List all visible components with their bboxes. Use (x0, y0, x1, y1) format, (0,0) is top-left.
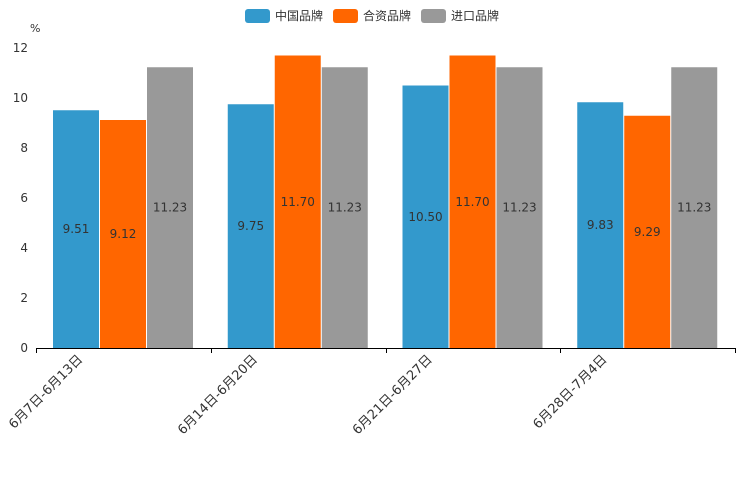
y-tick-label: 10 (13, 91, 28, 105)
bar-value-label: 9.12 (110, 227, 137, 241)
bar-value-label: 11.23 (153, 201, 187, 215)
bar-value-label: 11.70 (281, 195, 315, 209)
legend-item-china[interactable]: 中国品牌 (244, 7, 323, 24)
legend-item-import[interactable]: 进口品牌 (421, 7, 499, 24)
legend-swatch-joint (332, 8, 358, 23)
y-tick-label: 12 (13, 41, 28, 55)
bar (100, 120, 146, 348)
y-tick-label: 2 (20, 291, 28, 305)
x-tick-label: 6月14日-6月20日 (175, 352, 261, 438)
bar (321, 67, 368, 348)
bar-value-label: 9.75 (237, 219, 264, 233)
x-tick-label: 6月7日-6月13日 (6, 352, 86, 432)
y-tick-label: 0 (20, 341, 28, 355)
bar-value-label: 11.23 (328, 201, 362, 215)
x-tick-label: 6月21日-6月27日 (350, 352, 436, 438)
bar (274, 55, 321, 348)
legend-label-china: 中国品牌 (274, 9, 323, 23)
bar (496, 67, 543, 348)
legend-item-joint[interactable]: 合资品牌 (332, 7, 411, 24)
bar-value-label: 11.23 (502, 201, 536, 215)
legend-label-import: 进口品牌 (451, 9, 500, 23)
bar-value-label: 10.50 (408, 210, 442, 224)
bar (577, 102, 624, 348)
legend-swatch-import (421, 8, 446, 23)
bar-value-label: 9.29 (634, 225, 661, 239)
bar-value-label: 9.51 (63, 222, 90, 236)
y-tick-label: 4 (20, 241, 28, 255)
y-axis-unit: % (30, 22, 41, 35)
chart-legend: 中国品牌 合资品牌 进口品牌 (0, 7, 744, 24)
bar-value-label: 9.83 (587, 218, 614, 232)
bar (449, 55, 496, 348)
bar (624, 115, 671, 348)
legend-swatch-china (244, 8, 270, 23)
legend-label-joint: 合资品牌 (362, 9, 411, 23)
x-tick-label: 6月28日-7月4日 (531, 352, 611, 432)
bar-value-label: 11.23 (677, 201, 711, 215)
bar (402, 85, 449, 348)
bar (671, 67, 718, 348)
bar (147, 67, 193, 348)
bar (227, 104, 274, 348)
y-tick-label: 8 (20, 141, 28, 155)
bar (53, 110, 99, 348)
y-tick-label: 6 (20, 191, 28, 205)
bar-value-label: 11.70 (455, 195, 489, 209)
